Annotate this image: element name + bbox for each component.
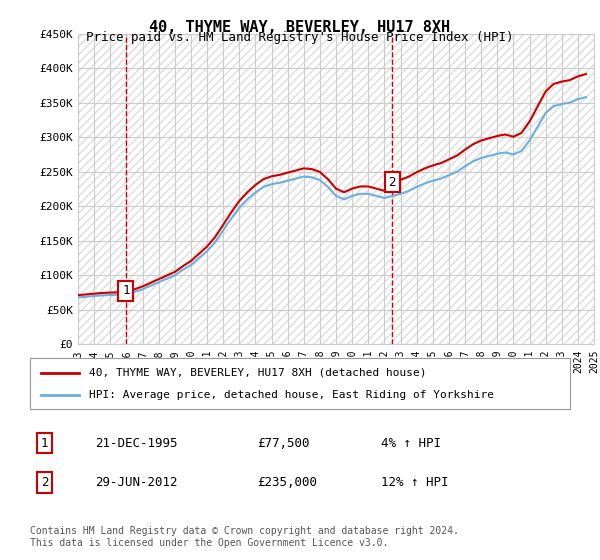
Text: 1: 1	[122, 284, 130, 297]
Text: 2: 2	[389, 176, 396, 189]
Text: £77,500: £77,500	[257, 437, 310, 450]
Text: 40, THYME WAY, BEVERLEY, HU17 8XH (detached house): 40, THYME WAY, BEVERLEY, HU17 8XH (detac…	[89, 367, 427, 377]
Text: 29-JUN-2012: 29-JUN-2012	[95, 476, 178, 489]
Text: 12% ↑ HPI: 12% ↑ HPI	[381, 476, 449, 489]
Text: £235,000: £235,000	[257, 476, 317, 489]
Text: HPI: Average price, detached house, East Riding of Yorkshire: HPI: Average price, detached house, East…	[89, 390, 494, 400]
Text: 40, THYME WAY, BEVERLEY, HU17 8XH: 40, THYME WAY, BEVERLEY, HU17 8XH	[149, 20, 451, 35]
Text: Contains HM Land Registry data © Crown copyright and database right 2024.
This d: Contains HM Land Registry data © Crown c…	[30, 526, 459, 548]
Text: 1: 1	[41, 437, 48, 450]
Text: 4% ↑ HPI: 4% ↑ HPI	[381, 437, 441, 450]
Text: 2: 2	[41, 476, 48, 489]
Text: Price paid vs. HM Land Registry's House Price Index (HPI): Price paid vs. HM Land Registry's House …	[86, 31, 514, 44]
Text: 21-DEC-1995: 21-DEC-1995	[95, 437, 178, 450]
